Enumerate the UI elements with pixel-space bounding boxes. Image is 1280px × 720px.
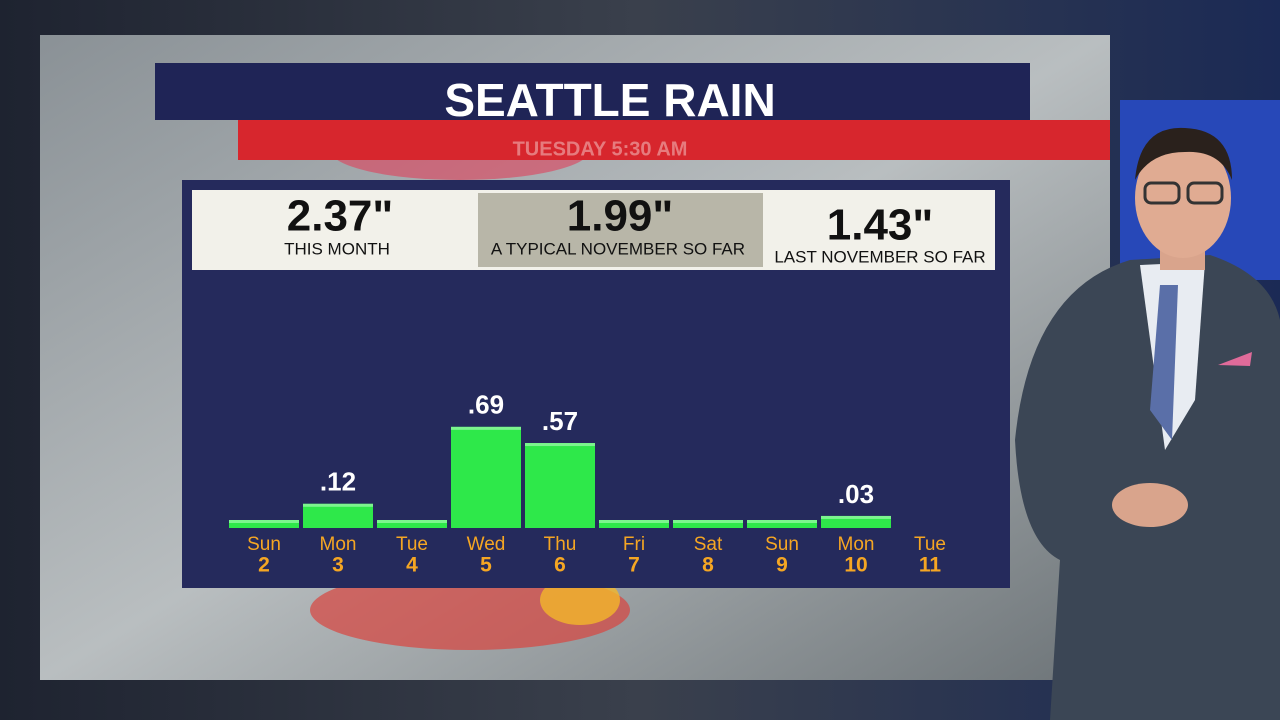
bar-cap — [377, 520, 447, 523]
value-label: .69 — [468, 390, 504, 420]
bar — [673, 520, 743, 528]
x-tick-date: 4 — [406, 554, 418, 577]
bar-cap — [303, 503, 373, 507]
glasses — [1143, 181, 1181, 205]
stat-label: LAST NOVEMBER SO FAR — [774, 247, 985, 266]
bar — [377, 520, 447, 528]
x-tick-date: 7 — [628, 554, 640, 577]
x-tick-date: 11 — [919, 554, 942, 577]
value-label: .03 — [838, 479, 874, 509]
stat-value: 1.99" — [567, 192, 674, 241]
x-tick-date: 2 — [258, 554, 270, 577]
bar-chart: Sun2.12Mon3Tue4.69Wed5.57Thu6Fri7Sat8Sun… — [229, 390, 946, 577]
x-tick-label: Tue — [914, 534, 946, 555]
x-tick-label: Sun — [247, 534, 281, 555]
x-tick-date: 9 — [776, 554, 788, 577]
bar-cap — [747, 520, 817, 523]
x-tick-date: 10 — [844, 554, 867, 577]
bar — [451, 426, 521, 528]
glasses — [1186, 181, 1224, 205]
bar-cap — [821, 515, 891, 519]
x-tick-label: Wed — [467, 534, 506, 555]
x-tick-label: Fri — [623, 534, 645, 555]
title-banner — [155, 63, 1030, 120]
hands — [1112, 483, 1188, 527]
value-label: .12 — [320, 467, 356, 497]
stat-label: A TYPICAL NOVEMBER SO FAR — [491, 239, 745, 258]
bar-cap — [673, 520, 743, 523]
x-tick-date: 5 — [480, 554, 492, 577]
bar-cap — [599, 520, 669, 523]
stats-highlight — [478, 193, 763, 267]
bar — [599, 520, 669, 528]
stat-value: 1.43" — [827, 201, 934, 250]
value-label: .57 — [542, 406, 578, 436]
bar-cap — [229, 520, 299, 523]
hair — [1135, 127, 1232, 180]
tie — [1150, 285, 1178, 440]
pocket-square — [1218, 352, 1252, 366]
face — [1135, 138, 1231, 258]
x-tick-date: 8 — [702, 554, 714, 577]
x-tick-label: Mon — [838, 534, 875, 555]
x-tick-label: Sat — [694, 534, 723, 555]
title-stripe — [238, 120, 1110, 160]
subtitle: TUESDAY 5:30 AM — [513, 138, 688, 160]
stat-label: THIS MONTH — [284, 239, 390, 258]
bar — [229, 520, 299, 528]
bar — [821, 515, 891, 528]
stat-value: 2.37" — [287, 192, 394, 241]
bar-cap — [451, 426, 521, 430]
title: SEATTLE RAIN — [444, 74, 775, 126]
bar — [303, 503, 373, 528]
x-tick-label: Thu — [544, 534, 577, 555]
bar — [525, 443, 595, 528]
bar — [747, 520, 817, 528]
x-tick-label: Sun — [765, 534, 799, 555]
x-tick-date: 3 — [332, 554, 344, 577]
presenter — [1015, 127, 1280, 720]
x-tick-label: Tue — [396, 534, 428, 555]
bar-cap — [525, 443, 595, 447]
x-tick-label: Mon — [320, 534, 357, 555]
x-tick-date: 6 — [554, 554, 566, 577]
